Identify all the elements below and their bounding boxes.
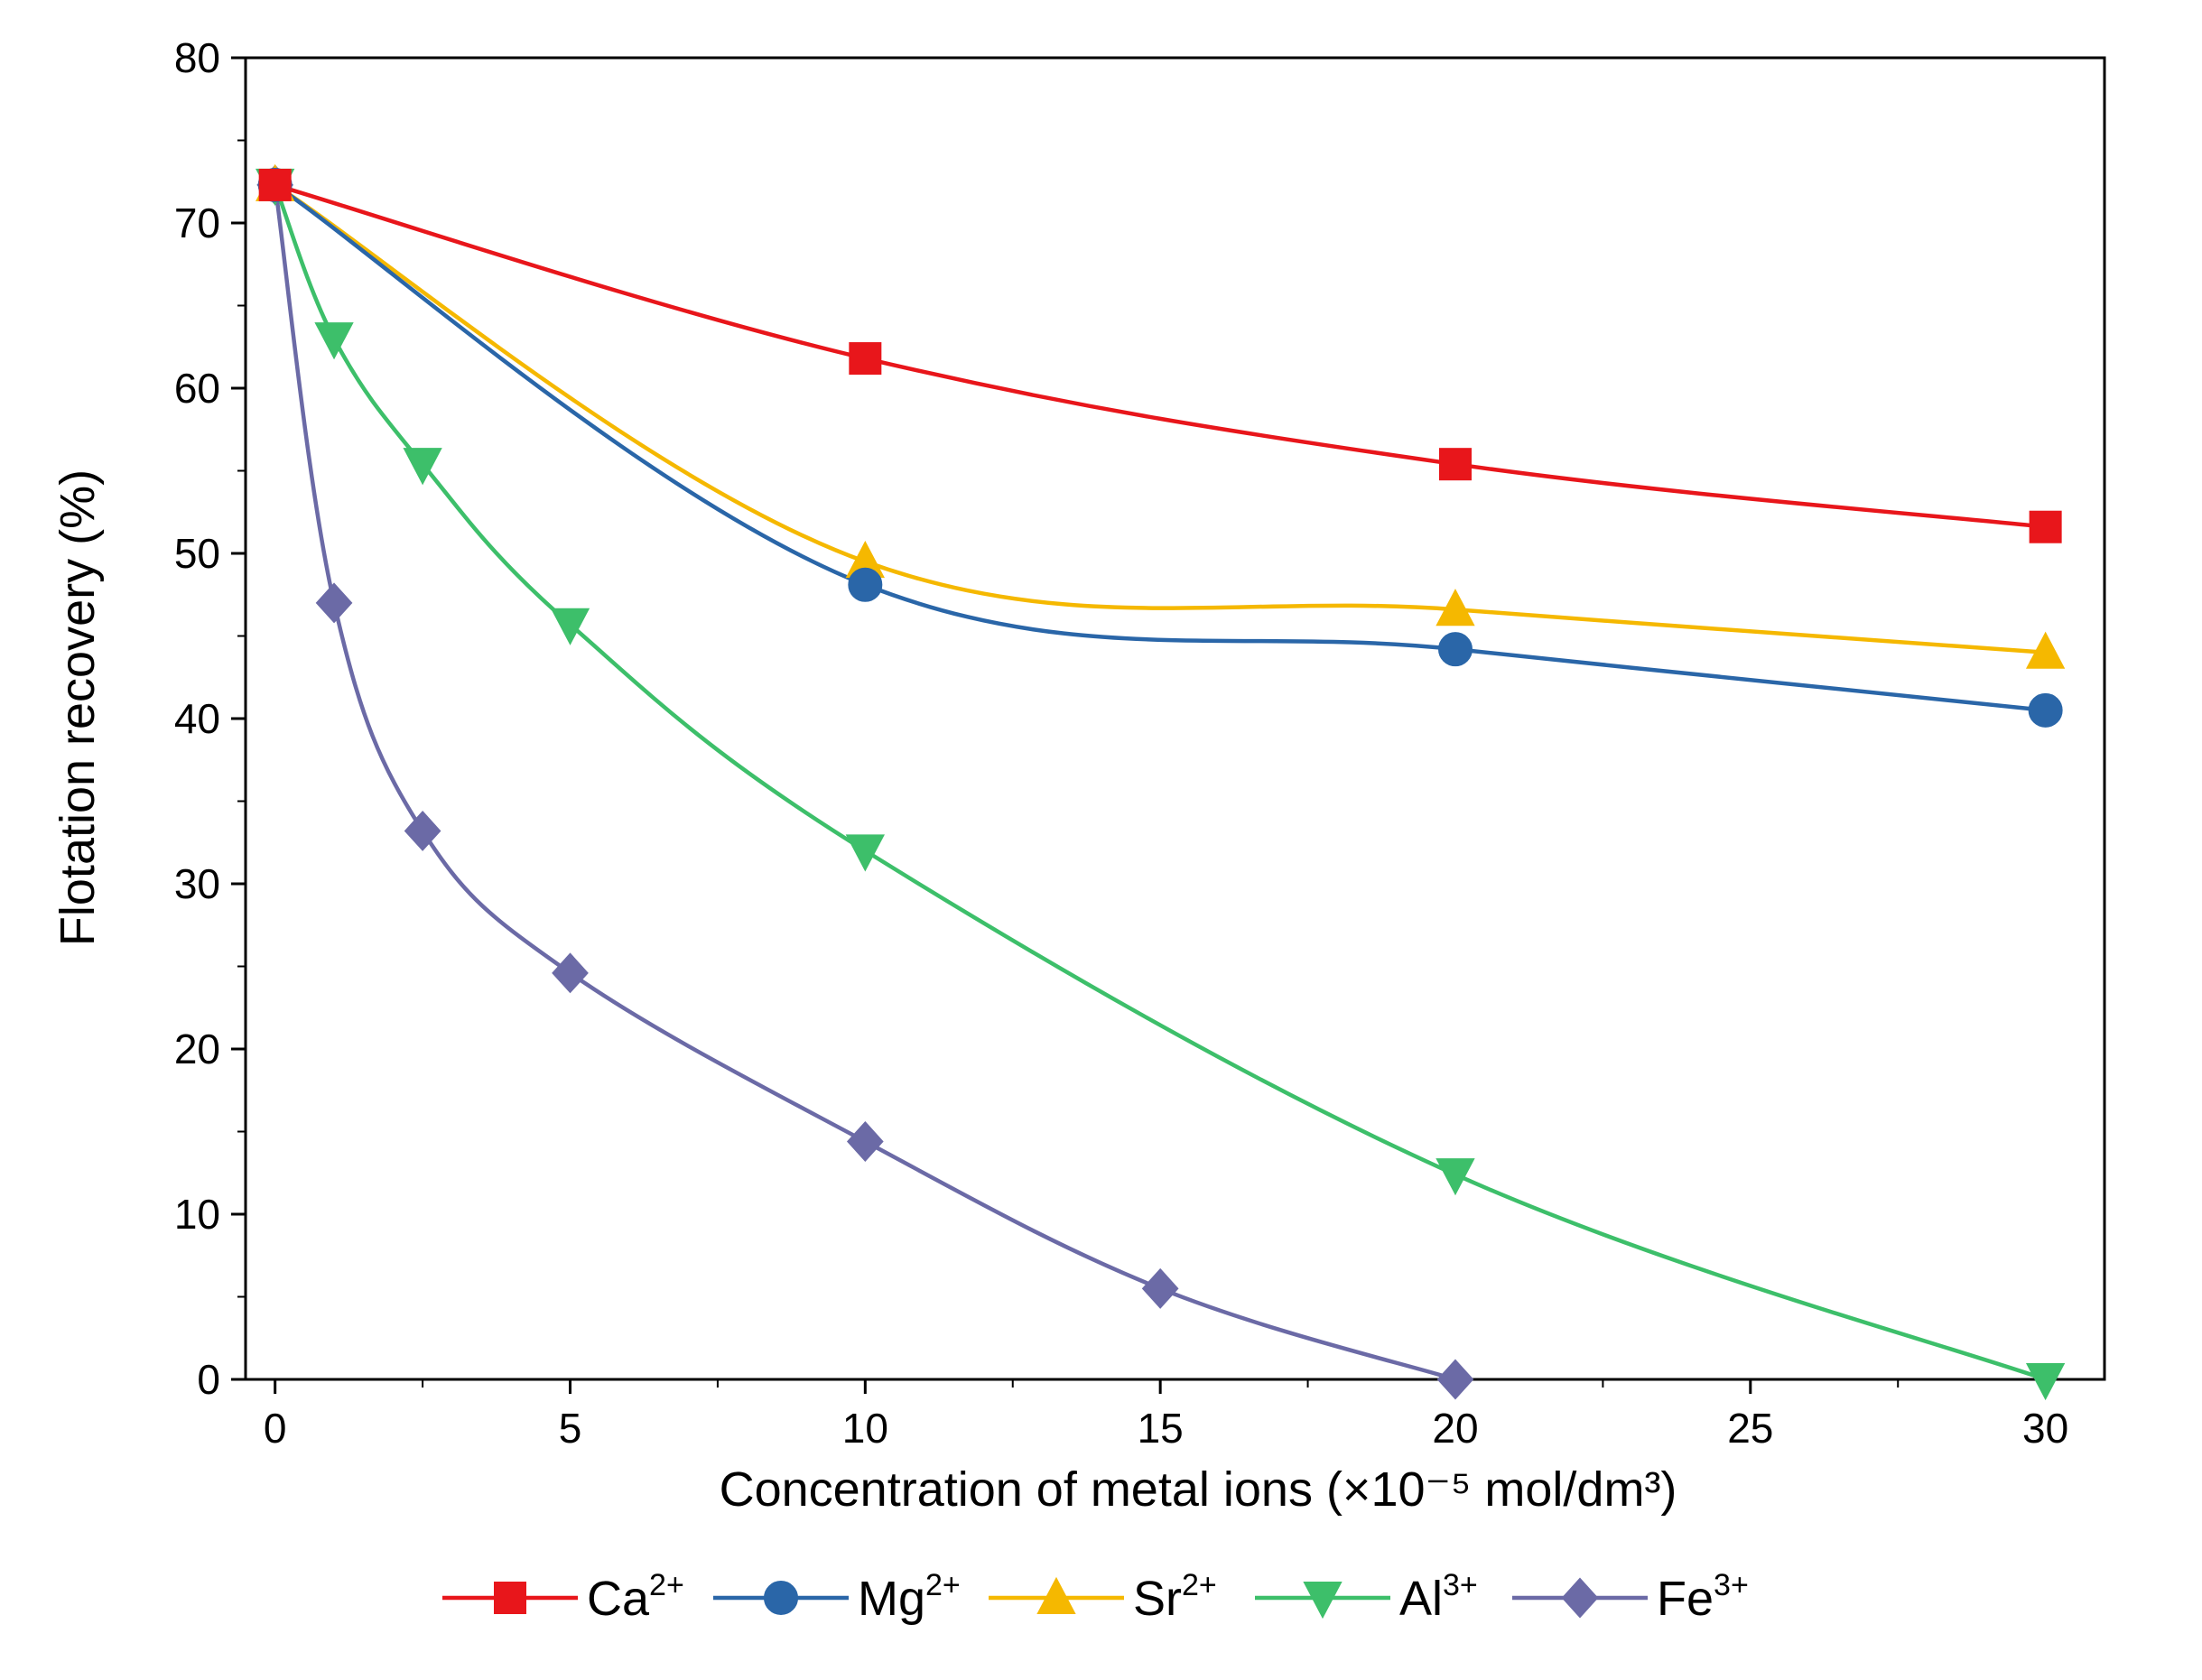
data-point-ca bbox=[2029, 510, 2062, 543]
data-point-fe bbox=[1141, 1267, 1179, 1309]
data-point-ca bbox=[258, 168, 292, 201]
x-tick-label: 5 bbox=[559, 1405, 582, 1452]
data-point-ca bbox=[1438, 448, 1472, 481]
legend-item-fe: Fe3+ bbox=[1512, 1568, 1749, 1626]
y-tick-label: 20 bbox=[174, 1026, 220, 1072]
y-tick-label: 70 bbox=[174, 200, 220, 246]
plot-frame bbox=[244, 56, 2106, 1381]
legend-item-mg: Mg2+ bbox=[713, 1568, 961, 1626]
series-line-mg bbox=[274, 183, 2046, 713]
y-tick-label: 0 bbox=[197, 1356, 220, 1403]
y-axis-title: Flotation recovery (%) bbox=[51, 469, 105, 946]
data-point-mg bbox=[2028, 692, 2063, 728]
y-tick-label: 30 bbox=[174, 860, 220, 907]
data-point-al bbox=[550, 608, 590, 645]
legend-marker-ca bbox=[494, 1582, 526, 1614]
data-point-fe bbox=[315, 582, 353, 624]
x-tick-label: 15 bbox=[1138, 1405, 1184, 1452]
y-tick-label: 80 bbox=[174, 34, 220, 81]
legend: Ca2+ Mg2+ Sr2+ Al3+ Fe3+ bbox=[442, 1568, 1749, 1626]
legend-marker-mg bbox=[764, 1581, 798, 1615]
legend-label: Fe3+ bbox=[1657, 1568, 1749, 1626]
legend-label: Sr2+ bbox=[1133, 1568, 1217, 1626]
x-tick-label: 25 bbox=[1727, 1405, 1773, 1452]
axes: 0 5 10 15 20 25 30 0 10 20 30 40 50 60 70 80 bbox=[174, 34, 2106, 1452]
series-line-al bbox=[273, 184, 2047, 1382]
legend-item-al: Al3+ bbox=[1255, 1568, 1478, 1626]
legend-label: Ca2+ bbox=[587, 1568, 684, 1626]
data-point-fe bbox=[846, 1120, 884, 1162]
data-point-mg bbox=[848, 567, 883, 602]
x-tick-label: 20 bbox=[1432, 1405, 1478, 1452]
y-tick-label: 50 bbox=[174, 530, 220, 577]
legend-marker-fe bbox=[1561, 1577, 1599, 1619]
series-markers bbox=[256, 163, 2066, 1401]
legend-item-ca: Ca2+ bbox=[442, 1568, 684, 1626]
data-point-mg bbox=[1437, 632, 1473, 667]
y-tick-label: 60 bbox=[174, 365, 220, 412]
data-point-al bbox=[2025, 1363, 2066, 1401]
y-tick-label: 10 bbox=[174, 1191, 220, 1238]
data-point-al bbox=[314, 322, 354, 360]
data-point-sr bbox=[1435, 589, 1475, 627]
data-point-al bbox=[403, 448, 442, 486]
data-point-ca bbox=[849, 342, 882, 376]
data-point-fe bbox=[404, 810, 441, 851]
data-point-fe bbox=[1436, 1359, 1474, 1400]
data-point-fe bbox=[552, 952, 589, 994]
series-line-sr bbox=[274, 183, 2046, 655]
x-tick-label: 30 bbox=[2022, 1405, 2068, 1452]
legend-item-sr: Sr2+ bbox=[989, 1568, 1217, 1626]
series-lines bbox=[273, 182, 2047, 1382]
legend-marker-al bbox=[1303, 1582, 1343, 1620]
legend-label: Mg2+ bbox=[858, 1568, 961, 1626]
series-line-ca bbox=[274, 182, 2046, 529]
x-tick-label: 10 bbox=[842, 1405, 888, 1452]
legend-label: Al3+ bbox=[1399, 1568, 1478, 1626]
data-point-sr bbox=[2025, 631, 2066, 669]
x-tick-label: 0 bbox=[264, 1405, 287, 1452]
x-axis-title: Concentration of metal ions (×10⁻⁵ mol/d… bbox=[720, 1462, 1677, 1517]
data-point-al bbox=[845, 834, 885, 872]
y-tick-label: 40 bbox=[174, 695, 220, 742]
legend-marker-sr bbox=[1036, 1576, 1076, 1614]
data-point-al bbox=[1435, 1158, 1475, 1196]
